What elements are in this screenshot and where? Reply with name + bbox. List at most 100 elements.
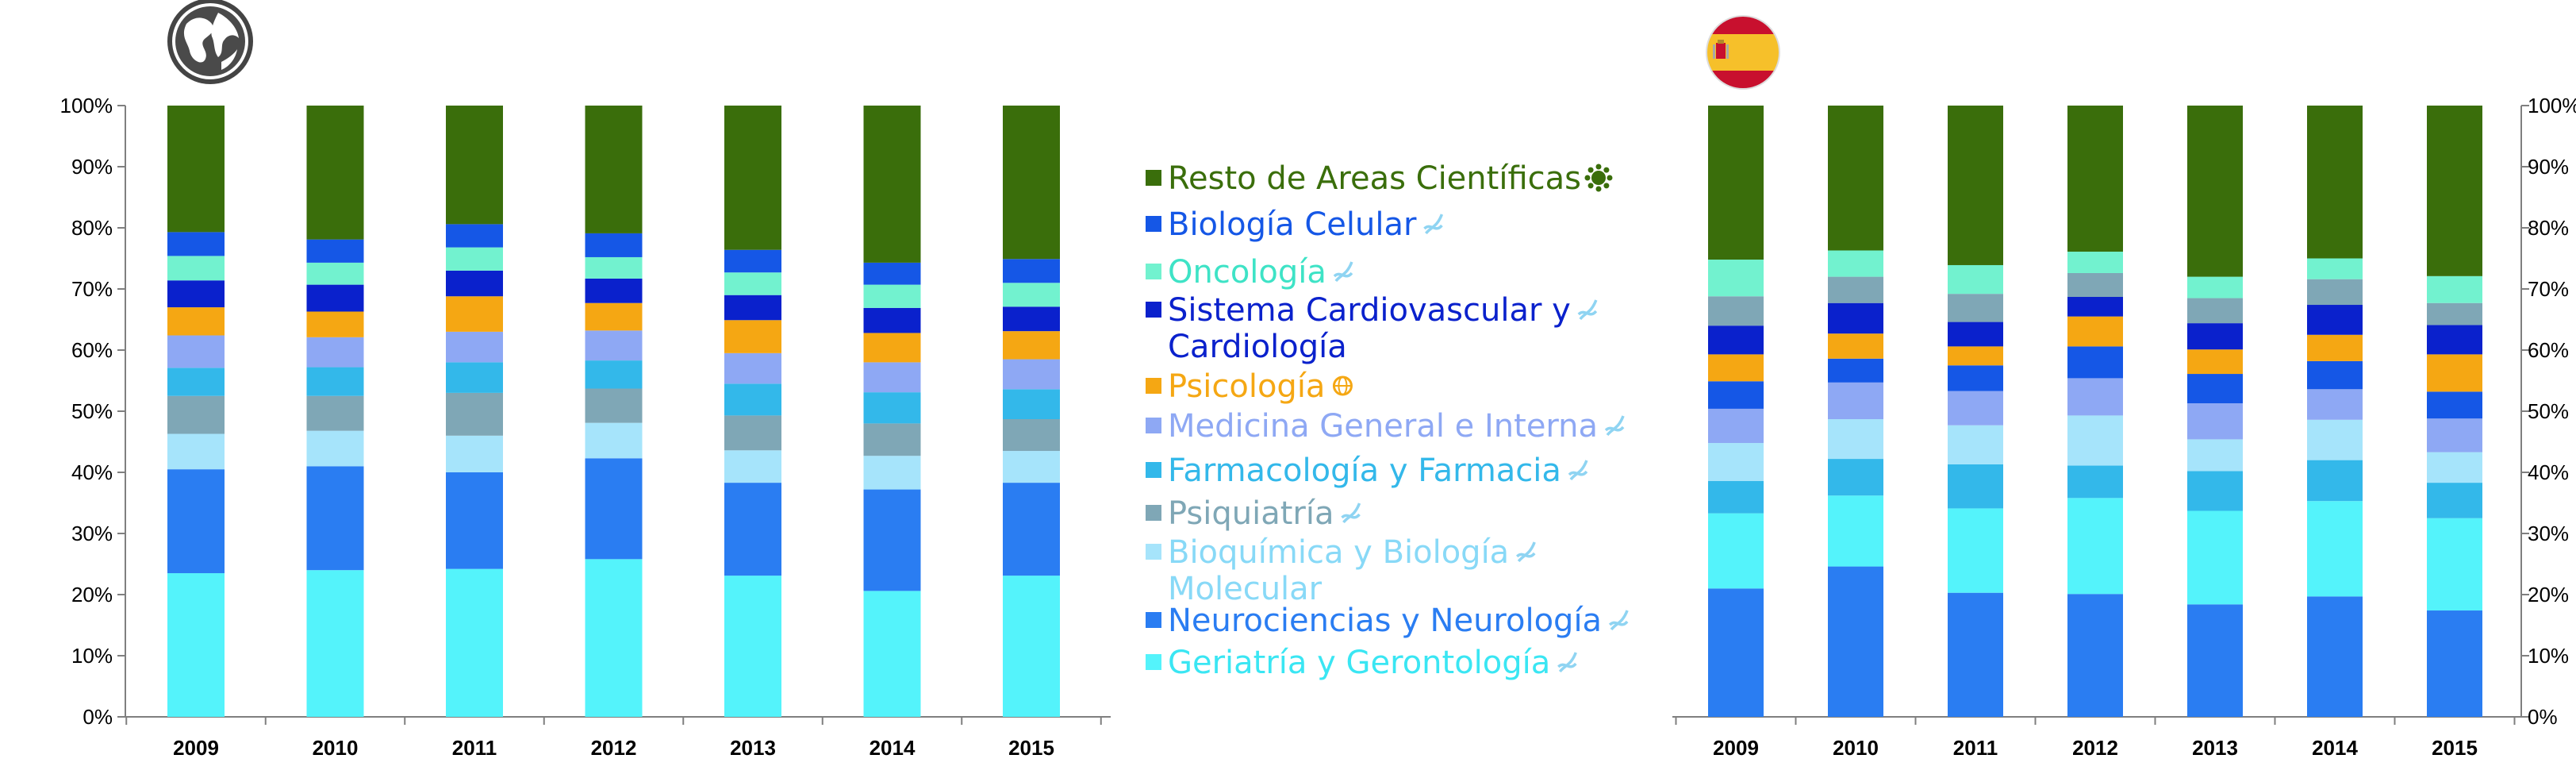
bar-stack-2012: [2067, 106, 2123, 717]
bar-segment-geriatria-2012: [585, 559, 643, 717]
virus-icon: [1584, 164, 1613, 192]
legend-label: Molecular: [1168, 571, 1323, 607]
bar-segment-psicologia-2011: [1948, 346, 2003, 366]
bar-segment-neurociencias-2009: [167, 469, 225, 574]
y-tick-label: 20%: [71, 583, 113, 606]
bar-segment-psicologia-2014: [2307, 334, 2363, 361]
bar-segment-geriatria-2011: [1948, 508, 2003, 593]
legend-swatch: [1146, 264, 1161, 279]
bar-segment-farmacologia-2013: [2187, 471, 2243, 511]
bar-segment-medicina-2012: [585, 330, 643, 361]
bar-segment-resto-2015: [2427, 106, 2482, 276]
y-tick-label: 90%: [2528, 155, 2569, 179]
bar-segment-bioquimica-2012: [2067, 415, 2123, 466]
bar-segment-psicologia-2009: [1708, 354, 1764, 382]
bar-segment-medicina-2014: [2307, 389, 2363, 420]
legend-swatch: [1146, 654, 1161, 670]
bar-segment-farmacologia-2009: [1708, 480, 1764, 514]
y-tick-label: 30%: [2528, 522, 2569, 545]
bar-segment-bioquimica-2011: [446, 435, 503, 472]
legend-label: Bioquímica y Biología: [1168, 534, 1509, 571]
bar-segment-bioquimica-2015: [2427, 452, 2482, 483]
bar-segment-biologia_celular-2010: [306, 239, 364, 263]
x-tick-label: 2013: [2192, 736, 2238, 760]
bar-segment-geriatria-2010: [1828, 495, 1883, 567]
x-tick-label: 2015: [2432, 736, 2478, 760]
bar-segment-bioquimica-2015: [1003, 451, 1060, 483]
bar-segment-oncologia-2012: [585, 256, 643, 279]
bar-stack-2010: [1828, 106, 1883, 717]
legend-label: Biología Celular: [1168, 206, 1417, 243]
dna-icon: [1557, 652, 1577, 673]
legend-label: Cardiología: [1168, 329, 1347, 365]
dna-icon: [1515, 541, 1536, 563]
bar-stack-2012: [585, 106, 643, 717]
bar-segment-psiquiatria-2015: [1003, 419, 1060, 452]
bar-segment-psicologia-2013: [724, 320, 781, 353]
bar-segment-psicologia-2012: [2067, 316, 2123, 347]
bar-segment-psiquiatria-2013: [2187, 298, 2243, 324]
x-tick-label: 2014: [2312, 736, 2358, 760]
legend-swatch: [1146, 378, 1161, 394]
bar-segment-geriatria-2011: [446, 568, 503, 717]
bar-segment-resto-2010: [1828, 106, 1883, 251]
bar-segment-psiquiatria-2015: [2427, 302, 2482, 325]
bar-segment-bioquimica-2013: [2187, 439, 2243, 472]
x-tick-label: 2015: [1008, 736, 1054, 760]
bar-segment-biologia_celular-2011: [446, 224, 503, 248]
bar-segment-neurociencias-2015: [1003, 483, 1060, 576]
bar-segment-geriatria-2015: [1003, 576, 1060, 717]
bar-segment-biologia_celular-2012: [2067, 346, 2123, 379]
bar-segment-cardiovascular-2013: [2187, 323, 2243, 350]
legend-label: Psiquiatría: [1168, 495, 1334, 532]
bar-segment-cardiovascular-2014: [863, 307, 921, 333]
bar-stack-2011: [1948, 106, 2003, 717]
legend-swatch: [1146, 544, 1161, 560]
bar-segment-oncologia-2011: [1948, 264, 2003, 295]
bar-stack-2015: [2427, 106, 2482, 717]
bar-stack-2013: [724, 106, 781, 717]
legend-swatch: [1146, 216, 1161, 232]
bar-segment-neurociencias-2011: [446, 472, 503, 569]
bar-segment-medicina-2014: [863, 362, 921, 393]
bar-segment-farmacologia-2014: [863, 392, 921, 424]
x-tick-label: 2011: [452, 736, 497, 760]
bar-segment-psicologia-2015: [1003, 331, 1060, 360]
legend-label: Neurociencias y Neurología: [1168, 603, 1602, 639]
dna-icon: [1604, 415, 1625, 437]
bar-segment-biologia_celular-2013: [724, 249, 781, 273]
bar-segment-geriatria-2014: [2307, 501, 2363, 597]
bar-segment-psicologia-2010: [1828, 333, 1883, 359]
bar-segment-psicologia-2013: [2187, 349, 2243, 375]
legend-entry-medicina: Medicina General e Interna: [1146, 408, 1625, 445]
x-tick-label: 2012: [2072, 736, 2118, 760]
x-tick-label: 2012: [591, 736, 637, 760]
y-tick-label: 10%: [71, 644, 113, 668]
bar-segment-psiquiatria-2014: [2307, 279, 2363, 306]
bar-segment-neurociencias-2009: [1708, 588, 1764, 717]
y-tick-label: 40%: [71, 460, 113, 484]
y-tick-label: 20%: [2528, 583, 2569, 606]
bar-segment-resto-2010: [306, 106, 364, 240]
y-tick-label: 90%: [71, 155, 113, 179]
bar-segment-oncologia-2010: [1828, 250, 1883, 277]
legend-entry-biologia_celular: Biología Celular: [1146, 206, 1444, 243]
x-tick-label: 2010: [1833, 736, 1879, 760]
bar-segment-neurociencias-2010: [306, 466, 364, 571]
bar-stack-2014: [863, 106, 921, 717]
legend-label: Medicina General e Interna: [1168, 408, 1598, 445]
legend-entry-oncologia: Oncología: [1146, 254, 1353, 291]
bar-segment-oncologia-2010: [306, 262, 364, 285]
dna-icon: [1423, 214, 1444, 235]
bar-segment-medicina-2015: [2427, 418, 2482, 452]
legend-swatch: [1146, 505, 1161, 521]
legend-entry-psicologia: Psicología: [1146, 368, 1353, 405]
bar-segment-biologia_celular-2009: [1708, 381, 1764, 409]
dna-icon: [1333, 261, 1353, 283]
bar-segment-geriatria-2015: [2427, 518, 2482, 611]
bar-segment-oncologia-2011: [446, 247, 503, 271]
bar-segment-psiquiatria-2011: [446, 392, 503, 436]
bar-stack-2009: [1708, 106, 1764, 717]
legend-entry-neurociencias: Neurociencias y Neurología: [1146, 603, 1629, 639]
bar-stack-2009: [167, 106, 225, 717]
